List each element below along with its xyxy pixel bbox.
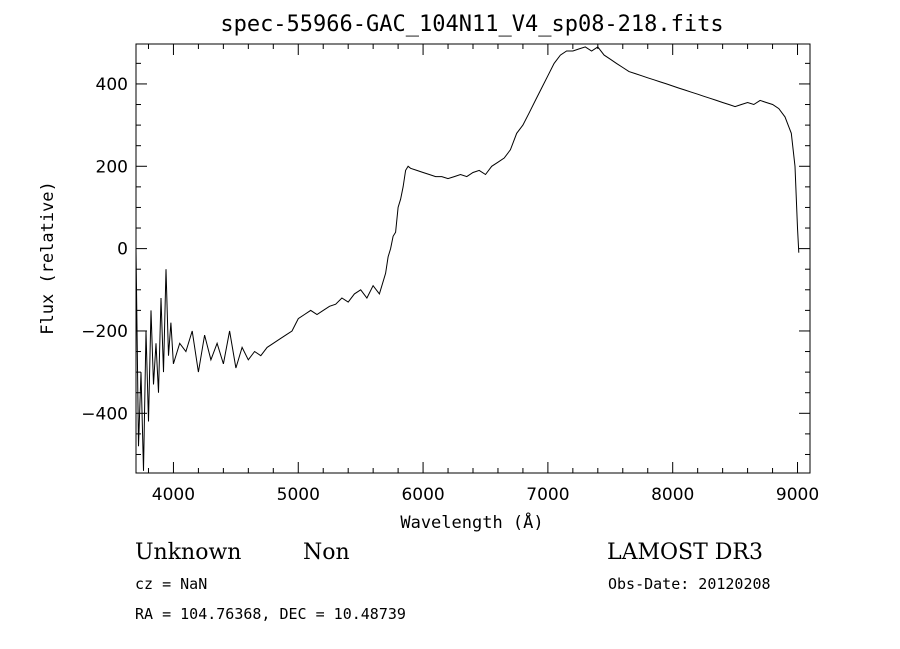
x-tick-label: 5000 [277,485,320,505]
y-axis-label: Flux (relative) [38,181,58,335]
spectrum-series-line [135,46,800,471]
obs-date-text: Obs-Date: 20120208 [608,575,771,593]
x-tick-label: 8000 [651,485,694,505]
x-axis-label: Wavelength (Å) [400,511,543,533]
y-tick-label: −400 [81,404,128,424]
object-class-label: Unknown [135,540,241,565]
x-tick-label: 9000 [776,485,819,505]
x-tick-label: 6000 [401,485,444,505]
y-tick-label: 0 [117,240,128,260]
y-tick-label: 200 [96,157,128,177]
redshift-text: cz = NaN [135,575,207,593]
plot-frame [135,43,811,474]
y-tick-label: 400 [96,75,128,95]
chart-title: spec-55966-GAC_104N11_V4_sp08-218.fits [220,12,723,37]
tick-labels: 4000 5000 6000 7000 8000 9000 −400 −200 0 200 400 [81,75,819,505]
y-tick-label: −200 [81,322,128,342]
survey-label: LAMOST DR3 [607,540,763,565]
x-tick-label: 4000 [152,485,195,505]
axis-ticks [136,44,810,473]
object-subclass-label: Non [303,540,350,565]
coordinates-text: RA = 104.76368, DEC = 10.48739 [135,605,406,623]
x-tick-label: 7000 [526,485,569,505]
